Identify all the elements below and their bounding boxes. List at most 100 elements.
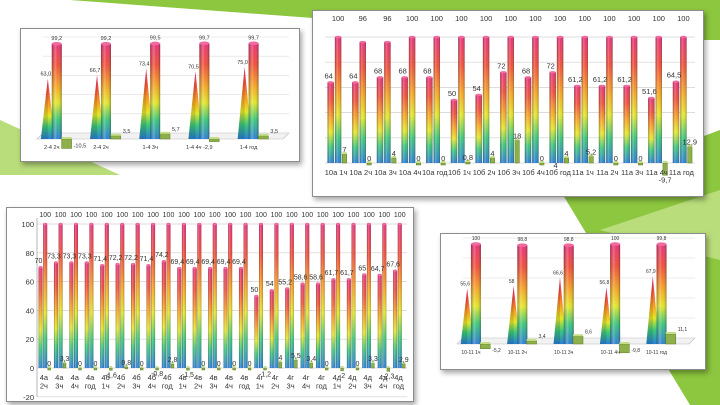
green-bar (526, 338, 537, 345)
green-bar (159, 131, 171, 140)
cone-bar (507, 286, 521, 344)
mid-bar (53, 261, 58, 368)
green-bar (588, 154, 594, 164)
top-bar (166, 222, 171, 368)
green-bar (62, 361, 67, 369)
green-bar (232, 366, 236, 371)
data-label: 100 (86, 212, 98, 219)
data-label: 100 (193, 212, 205, 219)
top-bar (351, 222, 356, 368)
mid-bar (648, 96, 655, 163)
data-label: 11,1 (678, 327, 688, 333)
data-label: 3,3 (60, 356, 70, 363)
green-bar (665, 332, 677, 345)
green-bar (391, 155, 397, 164)
data-label: 72,2 (109, 255, 123, 262)
category-label: 10а год (422, 168, 448, 177)
green-bar (263, 366, 267, 371)
chart-panel-grades-2-4: 63,0 99,2 -10,5 2-4 2ч 66,7 99,2 3,5 2-4 2ч 73,4… (20, 28, 300, 162)
mid-bar (131, 262, 136, 368)
category-label: 4г (256, 373, 263, 382)
category-label: 4б (132, 373, 140, 382)
mid-bar (377, 273, 382, 368)
data-label: 75,0 (237, 60, 248, 66)
green-bar (440, 161, 446, 166)
data-label: -1,2 (259, 372, 271, 379)
mid-bar (38, 266, 43, 368)
data-label: 3,5 (123, 129, 131, 135)
category-label: 1-4 4ч -2,9 (186, 145, 212, 151)
green-bar (140, 366, 144, 371)
data-label: 100 (55, 212, 67, 219)
category-label: 4д (333, 373, 342, 382)
category-label: 2-4 2ч (44, 145, 60, 151)
data-label: 100 (286, 212, 298, 219)
mid-bar (208, 266, 213, 368)
cone-bar (646, 276, 660, 344)
category-label: 4а (71, 373, 80, 382)
data-label: 3,5 (270, 129, 278, 135)
y-tick-label: 40 (26, 306, 34, 315)
mid-bar (524, 76, 532, 163)
data-label: 51,6 (642, 87, 657, 96)
y-tick-label: 100 (21, 220, 34, 229)
green-bar (47, 366, 51, 371)
data-label: 99,2 (51, 36, 62, 42)
green-bar (93, 366, 98, 371)
data-label: 3,4 (539, 334, 546, 340)
data-label: -2,3 (382, 373, 394, 380)
mid-bar (549, 71, 556, 163)
green-bar (564, 155, 569, 164)
top-bar (680, 35, 687, 163)
data-label: 100 (132, 212, 144, 219)
top-bar (366, 222, 371, 368)
category-label: 1-4 3ч (142, 145, 158, 151)
mid-bar (401, 76, 408, 163)
category-label: 4в (194, 373, 202, 382)
data-label: 100 (363, 212, 375, 219)
top-bar (384, 40, 391, 163)
data-label: 73,3 (78, 253, 92, 260)
green-bar (342, 152, 347, 164)
data-label: -10,5 (74, 144, 87, 150)
category-label: 2ч (271, 382, 279, 391)
data-label: 69,4 (170, 259, 184, 266)
data-label: -2 (339, 373, 345, 380)
data-label: 2,9 (399, 357, 409, 364)
data-label: 0 (416, 154, 420, 163)
data-label: 74,2 (155, 252, 169, 259)
mid-bar (623, 84, 630, 163)
category-label: 1ч (333, 382, 341, 391)
mid-bar (393, 269, 398, 368)
category-label: 1ч (102, 382, 110, 391)
data-label: 100 (178, 212, 190, 219)
category-label: 4д (348, 373, 357, 382)
data-label: 100 (101, 212, 113, 219)
cone-bar (460, 288, 474, 344)
top-bar (507, 35, 514, 163)
data-label: 61,2 (568, 75, 583, 84)
green-bar (155, 366, 159, 371)
category-label: 4а (86, 373, 95, 382)
data-label: 69,4 (201, 259, 215, 266)
data-label: 99,2 (101, 36, 112, 42)
data-label: 73,4 (139, 62, 150, 68)
top-bar (151, 222, 156, 368)
data-label: 0 (78, 361, 82, 368)
data-label: 0 (356, 361, 360, 368)
category-label: 4г (287, 373, 294, 382)
data-label: 58,6 (309, 275, 323, 282)
category-label: 4б (101, 373, 109, 382)
top-bar (606, 35, 613, 163)
data-label: 96 (383, 14, 391, 23)
green-bar (355, 366, 360, 371)
data-label: 63,0 (40, 72, 51, 78)
cone-bar (553, 277, 567, 344)
green-bar (687, 144, 693, 164)
data-label: 100 (209, 212, 221, 219)
mid-bar (346, 277, 351, 368)
data-label: 0 (325, 361, 329, 368)
data-label: 69,4 (186, 259, 200, 266)
category-label: 4г (303, 373, 310, 382)
category-label: 11а 1ч (572, 168, 594, 177)
